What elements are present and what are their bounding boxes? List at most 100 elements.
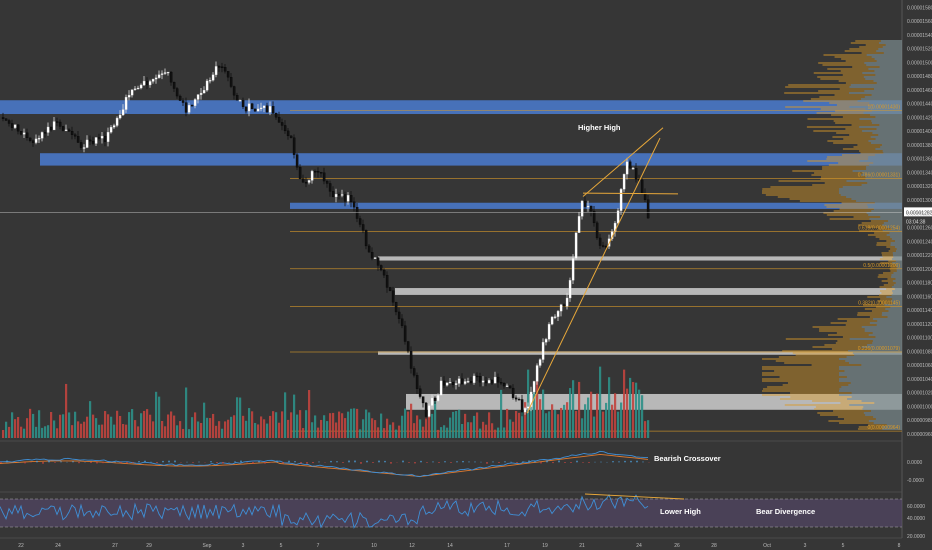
volume-profile-bar (842, 336, 902, 338)
candle-up (487, 380, 491, 384)
candle-down (514, 397, 518, 400)
price-tick-label: 0.00001300 (907, 198, 932, 204)
volume-profile-bar (883, 284, 902, 286)
volume-profile-bar (892, 262, 902, 264)
volume-profile-bar (895, 260, 902, 262)
volume-bar (122, 423, 125, 438)
volume-profile-bar (841, 202, 902, 204)
volume-profile-bar (762, 368, 902, 370)
volume-bar (410, 403, 413, 438)
volume-profile-bar (870, 114, 902, 116)
volume-bar (158, 396, 161, 438)
macd-histogram-bar (534, 461, 536, 463)
volume-bar (335, 422, 338, 438)
fib-label: 0.5(0.00001200) (863, 263, 900, 269)
candle-up (85, 139, 89, 148)
volume-profile-bar (868, 68, 902, 70)
volume-profile-bar (852, 170, 902, 172)
volume-profile-bar (875, 148, 902, 150)
volume-bar (452, 411, 455, 438)
candle-down (331, 191, 335, 198)
macd-histogram-bar (384, 460, 386, 463)
volume-profile-bar (881, 144, 902, 146)
candle-down (403, 325, 407, 342)
volume-bar (578, 381, 581, 438)
volume-profile-bar (848, 384, 902, 386)
volume-profile-bar (862, 130, 902, 132)
volume-bar (434, 401, 437, 438)
volume-profile-bar (863, 412, 902, 414)
volume-profile-bar (790, 392, 902, 394)
volume-profile-bar (892, 302, 902, 304)
candle-up (568, 280, 572, 299)
volume-profile-bar (822, 166, 902, 168)
volume-profile-bar (868, 420, 902, 422)
macd-histogram-bar (576, 460, 578, 463)
candle-up (523, 408, 527, 413)
volume-profile-bar (879, 124, 902, 126)
volume-profile-bar (886, 240, 902, 242)
volume-profile-bar (832, 136, 902, 138)
volume-profile-bar (848, 362, 902, 364)
candle-down (484, 380, 488, 384)
volume-profile-bar (892, 280, 902, 282)
volume-profile-bar (860, 98, 902, 100)
volume-profile-bar (894, 288, 902, 290)
macd-histogram-bar (108, 461, 110, 463)
candle-down (19, 131, 23, 135)
volume-profile-bar (885, 308, 902, 310)
time-tick-label: 8 (898, 543, 901, 549)
volume-profile-bar (879, 294, 902, 296)
macd-histogram-bar (558, 460, 560, 463)
volume-profile-bar (858, 426, 902, 428)
volume-profile-bar (840, 70, 902, 72)
candle-up (544, 339, 548, 343)
volume-profile-bar (820, 414, 902, 416)
volume-profile-bar (784, 92, 902, 94)
price-tick-label: 0.00001100 (907, 336, 932, 342)
candle-down (10, 123, 14, 128)
candle-down (460, 378, 464, 384)
candle-down (349, 195, 353, 202)
volume-bar (224, 421, 227, 438)
volume-profile-bar (859, 150, 902, 152)
volume-bar (413, 423, 416, 438)
candle-down (355, 206, 359, 219)
macd-histogram-bar (0, 462, 2, 464)
candle-up (340, 194, 344, 196)
candle-down (502, 382, 506, 387)
volume-profile-bar (828, 164, 902, 166)
candle-up (463, 381, 467, 384)
candle-down (583, 200, 587, 207)
candle-down (178, 95, 182, 101)
current-price-tag (904, 207, 932, 217)
price-tick-label: 0.00001480 (907, 74, 932, 80)
volume-bar (359, 429, 362, 438)
time-tick-label: 22 (18, 543, 24, 549)
candle-down (295, 154, 299, 168)
time-tick-label: 28 (711, 543, 717, 549)
macd-histogram-bar (642, 461, 644, 463)
candle-up (445, 382, 449, 386)
volume-profile-bar (795, 354, 902, 356)
volume-bar (236, 397, 239, 438)
volume-bar (467, 422, 470, 438)
volume-bar (428, 411, 431, 438)
volume-bar (341, 413, 344, 438)
volume-profile-bar (814, 172, 902, 174)
volume-bar (167, 414, 170, 438)
volume-bar (26, 418, 29, 438)
volume-profile-bar (845, 82, 902, 84)
volume-profile-bar (857, 428, 902, 430)
volume-profile-bar (816, 112, 902, 114)
volume-bar (440, 427, 443, 438)
volume-profile-bar (874, 70, 902, 72)
candle-down (397, 311, 401, 319)
macd-histogram-bar (468, 461, 470, 463)
candle-down (103, 135, 107, 142)
macd-histogram-bar (330, 460, 332, 463)
macd-histogram-bar (612, 461, 614, 463)
volume-profile-bar (819, 328, 902, 330)
volume-profile-bar (891, 286, 902, 288)
